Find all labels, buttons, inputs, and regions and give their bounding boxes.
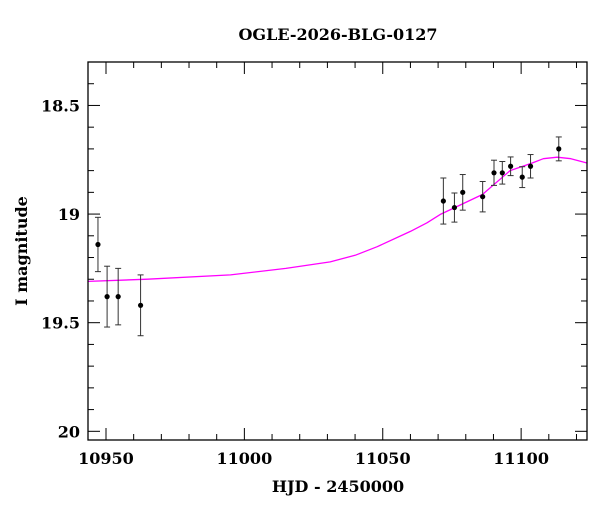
plot-frame (87, 61, 588, 441)
data-point (508, 163, 514, 169)
x-tick-label: 11000 (217, 449, 273, 468)
data-point (115, 294, 121, 300)
y-tick-label: 20 (58, 422, 80, 441)
x-tick-label: 11100 (493, 449, 549, 468)
data-point (480, 194, 486, 200)
x-tick-label: 10950 (78, 449, 134, 468)
data-point (527, 163, 534, 169)
data-point (519, 174, 525, 180)
data-point (460, 189, 466, 195)
y-tick-label: 19 (58, 205, 80, 224)
data-point (556, 146, 562, 152)
data-point (499, 170, 505, 176)
data-point (137, 302, 144, 308)
data-point (491, 170, 497, 176)
y-tick-label: 18.5 (41, 96, 80, 115)
model-curve (87, 156, 588, 283)
x-axis-label: HJD - 2450000 (272, 477, 404, 496)
data-point (95, 241, 101, 248)
x-tick-label: 11050 (355, 449, 411, 468)
y-tick-label: 19.5 (41, 314, 80, 333)
chart-title: OGLE-2026-BLG-0127 (238, 25, 437, 44)
y-axis-label: I magnitude (12, 196, 31, 306)
data-point (451, 204, 458, 211)
data-point (104, 294, 110, 300)
data-point (440, 198, 446, 204)
